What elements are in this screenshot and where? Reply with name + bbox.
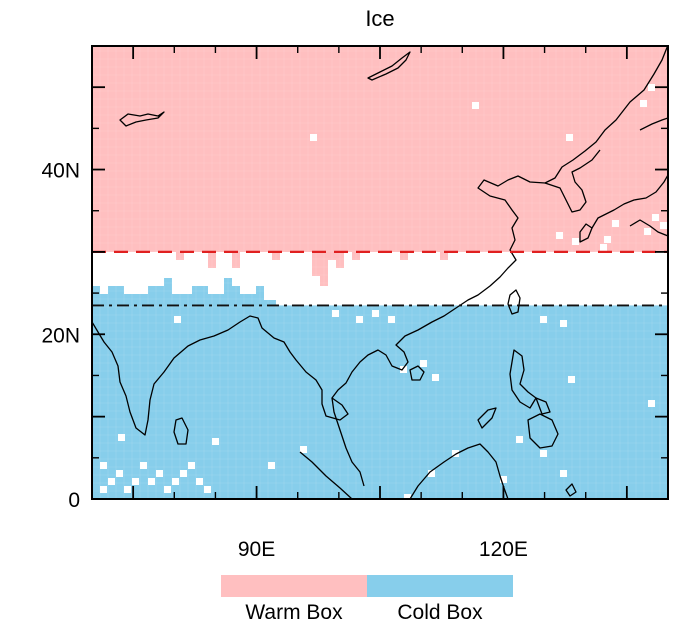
warm-region-ragged-bottom <box>160 250 480 286</box>
coastline-malay-peninsula <box>331 397 365 487</box>
coastline-lake-baikal <box>367 51 411 81</box>
coastline-balkhash <box>119 111 165 127</box>
legend-label: Warm Box <box>245 601 343 624</box>
x-tick-label: 90E <box>238 538 275 561</box>
coastline-japan-kyushu <box>591 174 668 229</box>
cold-region-edge <box>92 278 276 306</box>
warm-region-edge <box>92 192 144 250</box>
coastline-borneo <box>409 443 509 499</box>
coastline-japan-south <box>629 219 668 237</box>
legend-label: Cold Box <box>397 601 483 624</box>
tick-labels: 90E 120E 0 20N 40N <box>41 160 527 561</box>
coastline-japan-north <box>639 117 668 131</box>
plot-area <box>92 46 668 499</box>
coastline-taiwan <box>507 289 521 315</box>
legend-swatch <box>221 575 367 597</box>
major-ticks <box>92 46 668 499</box>
missing-data-cells <box>100 84 667 499</box>
coastline-hainan <box>409 365 425 381</box>
coastline-east-timor <box>565 483 577 497</box>
legend: Warm Box Cold Box <box>221 575 513 624</box>
warm-box-region <box>92 46 668 252</box>
y-tick-label: 40N <box>41 160 80 183</box>
grid-cells <box>92 46 668 499</box>
coastline-sri-lanka <box>173 417 189 445</box>
coastlines <box>92 46 668 499</box>
coastline-philippines-mindanao <box>527 413 559 449</box>
x-tick-label: 120E <box>479 538 528 561</box>
coastline-philippines-visayas <box>535 397 551 415</box>
coastline-japan-shikoku <box>579 223 593 243</box>
coastline-china-korea <box>92 46 668 436</box>
minor-ticks <box>92 46 668 499</box>
coastline-korea-peninsula <box>544 149 601 213</box>
coastline-sumatra <box>299 451 353 499</box>
coastline-palawan <box>477 407 497 429</box>
map-title: Ice <box>365 6 394 31</box>
y-tick-label: 20N <box>41 324 80 347</box>
y-tick-label: 0 <box>68 489 80 512</box>
legend-swatch <box>367 575 513 597</box>
